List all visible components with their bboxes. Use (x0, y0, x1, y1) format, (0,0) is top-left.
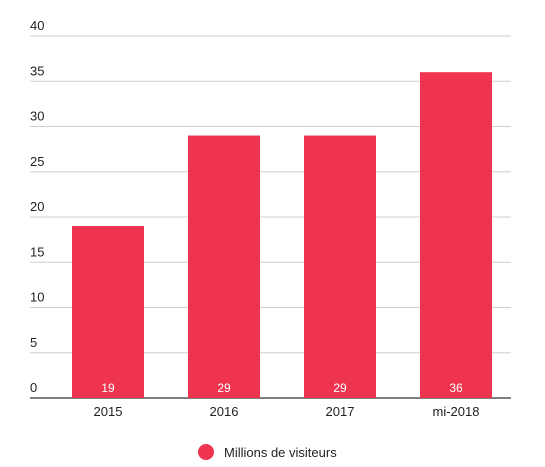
y-tick-label: 20 (30, 199, 44, 214)
y-tick-label: 40 (30, 18, 44, 33)
bar-2016 (188, 135, 260, 399)
x-tick-label: 2016 (210, 404, 239, 419)
bar-2017 (304, 135, 376, 399)
legend-label: Millions de visiteurs (224, 445, 337, 460)
legend: Millions de visiteurs (198, 444, 337, 460)
data-label: 36 (449, 381, 463, 395)
bar-2015 (72, 226, 144, 398)
x-axis-ticks: 2015 2016 2017 mi-2018 (94, 404, 480, 419)
y-tick-label: 5 (30, 335, 37, 350)
data-label: 19 (101, 381, 115, 395)
bars (72, 72, 492, 399)
y-tick-label: 10 (30, 290, 44, 305)
data-labels: 19 29 29 36 (101, 381, 463, 395)
y-tick-label: 15 (30, 244, 44, 259)
y-tick-label: 30 (30, 109, 44, 124)
x-tick-label: 2017 (326, 404, 355, 419)
y-tick-label: 0 (30, 380, 37, 395)
x-tick-label: 2015 (94, 404, 123, 419)
data-label: 29 (333, 381, 347, 395)
legend-swatch (198, 444, 214, 460)
data-label: 29 (217, 381, 231, 395)
bar-mi-2018 (420, 72, 492, 398)
x-tick-label: mi-2018 (433, 404, 480, 419)
y-tick-label: 25 (30, 154, 44, 169)
y-axis-ticks: 0 5 10 15 20 25 30 35 40 (30, 18, 44, 395)
y-tick-label: 35 (30, 63, 44, 78)
